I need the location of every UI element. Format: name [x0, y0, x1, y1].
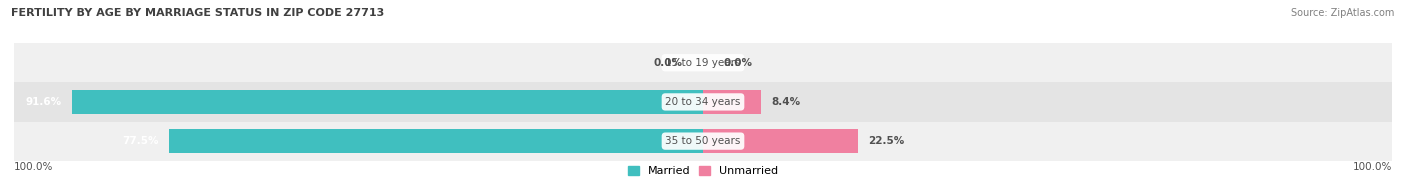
Bar: [703, 129, 858, 153]
Text: 22.5%: 22.5%: [869, 136, 904, 146]
Bar: [14, 82, 1392, 122]
Text: 0.0%: 0.0%: [724, 58, 752, 68]
Bar: [72, 90, 703, 114]
Text: 100.0%: 100.0%: [1353, 162, 1392, 172]
Text: 100.0%: 100.0%: [14, 162, 53, 172]
Text: FERTILITY BY AGE BY MARRIAGE STATUS IN ZIP CODE 27713: FERTILITY BY AGE BY MARRIAGE STATUS IN Z…: [11, 8, 384, 18]
Text: 91.6%: 91.6%: [25, 97, 62, 107]
Bar: [703, 90, 761, 114]
Text: 15 to 19 years: 15 to 19 years: [665, 58, 741, 68]
Text: 8.4%: 8.4%: [772, 97, 800, 107]
Bar: [14, 43, 1392, 82]
Text: 0.0%: 0.0%: [654, 58, 682, 68]
Bar: [14, 122, 1392, 161]
Legend: Married, Unmarried: Married, Unmarried: [627, 166, 779, 176]
Bar: [169, 129, 703, 153]
Text: Source: ZipAtlas.com: Source: ZipAtlas.com: [1291, 8, 1395, 18]
Text: 77.5%: 77.5%: [122, 136, 159, 146]
Text: 35 to 50 years: 35 to 50 years: [665, 136, 741, 146]
Text: 20 to 34 years: 20 to 34 years: [665, 97, 741, 107]
